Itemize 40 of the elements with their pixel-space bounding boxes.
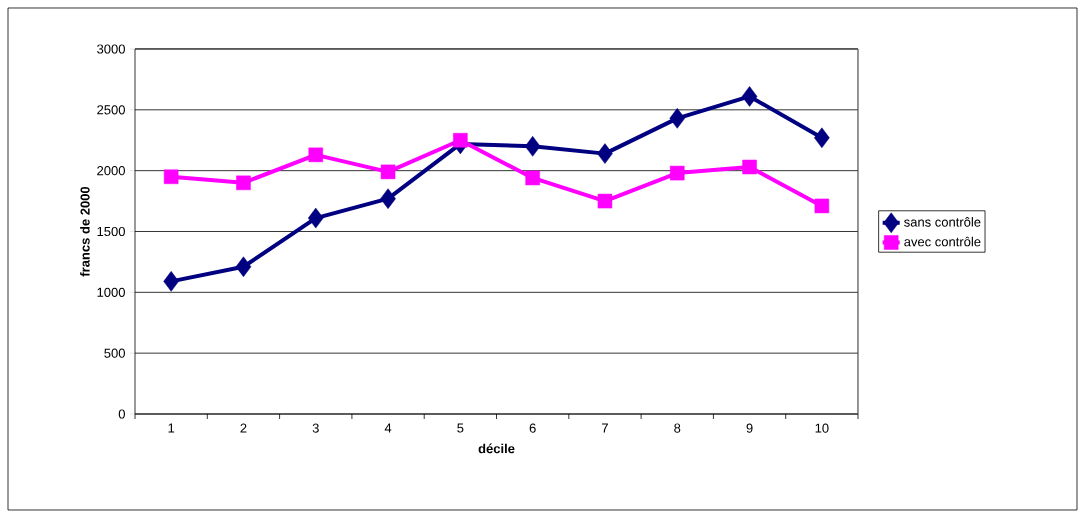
- y-tick-label: 1000: [97, 287, 125, 297]
- x-tick-label: 9: [746, 423, 753, 433]
- x-tick-label: 10: [815, 423, 829, 433]
- x-axis-title: décile: [478, 443, 515, 454]
- x-tick-label: 3: [312, 423, 319, 433]
- x-tick-label: 2: [240, 423, 247, 433]
- point: [670, 165, 685, 181]
- y-tick-label: 3000: [97, 44, 125, 54]
- point: [308, 207, 324, 229]
- y-tick-label: 1500: [97, 226, 125, 237]
- y-tick-label: 2000: [97, 166, 125, 176]
- point: [453, 132, 468, 148]
- point: [525, 170, 540, 186]
- point: [236, 175, 251, 191]
- point: [742, 159, 757, 175]
- y-axis-title: francs de 2000: [80, 186, 90, 277]
- point: [597, 143, 613, 164]
- y-tick-label: 500: [104, 348, 125, 358]
- point: [380, 188, 396, 209]
- y-tick-label: 2500: [97, 105, 125, 115]
- point: [597, 193, 613, 209]
- point: [163, 169, 179, 184]
- point: [308, 147, 324, 163]
- x-tick-label: 7: [602, 423, 608, 433]
- x-tick-label: 8: [674, 423, 681, 433]
- point: [380, 164, 396, 180]
- x-tick-label: 6: [529, 423, 536, 433]
- point: [669, 108, 686, 129]
- point: [814, 127, 830, 149]
- x-tick-label: 1: [168, 423, 175, 433]
- y-tick-label: 0: [118, 409, 125, 419]
- point: [814, 198, 830, 214]
- x-tick-label: 5: [457, 423, 464, 433]
- x-tick-label: 4: [384, 423, 392, 433]
- legend-label: avec contrôle: [904, 236, 981, 247]
- point: [163, 271, 179, 292]
- point: [524, 136, 541, 157]
- point: [235, 256, 252, 278]
- point: [741, 86, 758, 107]
- legend-label: sans contrôle: [904, 217, 981, 227]
